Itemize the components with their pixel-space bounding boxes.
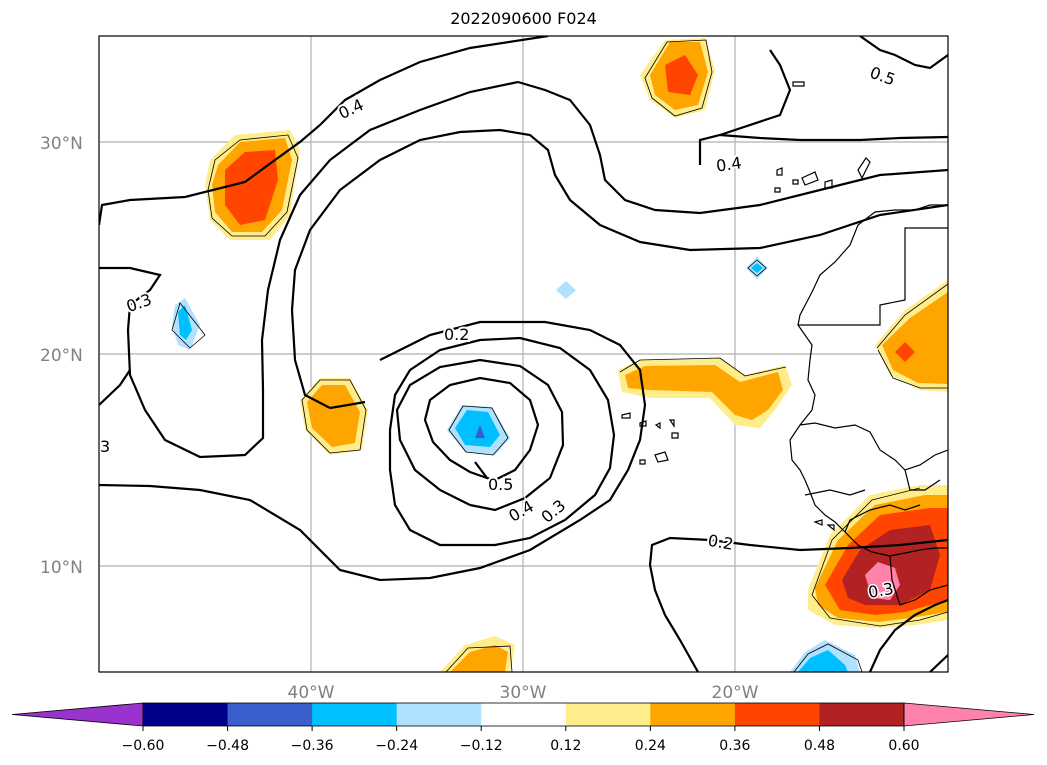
lon-label-40w: 40°W bbox=[288, 683, 335, 703]
lon-label-20w: 20°W bbox=[712, 683, 759, 703]
lat-label-30n: 30°N bbox=[40, 134, 83, 154]
coastlines bbox=[621, 81, 948, 606]
map-title: 2022090600 F024 bbox=[450, 9, 597, 28]
plot-border bbox=[98, 35, 949, 673]
colorbar-segment bbox=[312, 703, 398, 726]
shaded-field bbox=[172, 38, 948, 672]
colorbar-tick-label: −0.36 bbox=[291, 738, 334, 754]
colorbar-segment bbox=[481, 703, 567, 726]
colorbar-segment bbox=[565, 703, 651, 726]
colorbar-segment bbox=[227, 703, 313, 726]
colorbar-extend-low bbox=[11, 702, 144, 727]
colorbar-tick-label: 0.12 bbox=[550, 738, 581, 754]
colorbar-tick-label: −0.12 bbox=[460, 738, 503, 754]
colorbar-tick-label: 0.60 bbox=[888, 738, 919, 754]
contour-label: 3 bbox=[100, 437, 110, 456]
colorbar-tick-label: −0.60 bbox=[122, 738, 165, 754]
colorbar-tick-label: 0.36 bbox=[719, 738, 750, 754]
colorbar-segment bbox=[819, 703, 905, 726]
colorbar-segment bbox=[650, 703, 736, 726]
lat-label-20n: 20°N bbox=[40, 346, 83, 366]
shaded-outlines bbox=[171, 39, 948, 672]
colorbar-tick-label: −0.24 bbox=[375, 738, 418, 754]
colorbar: −0.60 −0.48 −0.36 −0.24 −0.12 0.12 0.24 0.36 0.4… bbox=[11, 702, 1035, 754]
colorbar-segment bbox=[143, 703, 229, 726]
lat-label-10n: 10°N bbox=[40, 558, 83, 578]
colorbar-segment bbox=[734, 703, 820, 726]
contour-lines bbox=[99, 36, 948, 672]
contour-label: 0.4 bbox=[715, 153, 743, 175]
colorbar-outline bbox=[142, 702, 905, 727]
colorbar-extend-high bbox=[903, 702, 1035, 727]
colorbar-tick-label: −0.48 bbox=[206, 738, 249, 754]
colorbar-segment bbox=[396, 703, 482, 726]
graticule bbox=[99, 36, 948, 672]
colorbar-tick-label: 0.48 bbox=[804, 738, 835, 754]
lon-label-30w: 30°W bbox=[500, 683, 547, 703]
contour-label: 0.2 bbox=[444, 325, 469, 344]
contour-label: 0.5 bbox=[488, 475, 513, 494]
colorbar-tick-label: 0.24 bbox=[635, 738, 666, 754]
